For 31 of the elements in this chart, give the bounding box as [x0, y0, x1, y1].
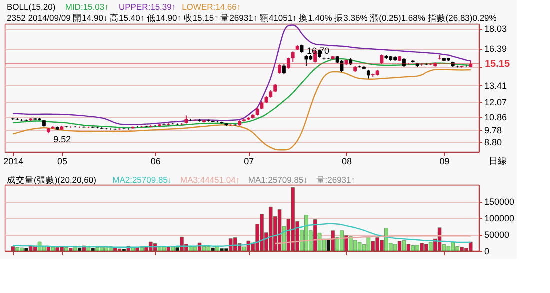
chart-subtitle: 2352 2014/09/09 開14.90↓ 高15.40↑ 低14.90↑ 收15.15↑ 量26931↑ 額41051↑ 換1.40% 振3.36% 漲(0.25)1.68% 指數(26.83)0.29% [7, 13, 498, 23]
chart-title: 成交量(張數)(20,20,60) [7, 175, 97, 185]
ref-line-label: 15.15 [485, 59, 510, 70]
text: MA1:25709.85↓ [248, 175, 308, 185]
text: MA3:44451.04↑ [180, 175, 240, 185]
y-tick-label: 8.80 [484, 138, 502, 148]
y-tick-label: 12.07 [484, 97, 508, 108]
y-tick-label: 10.86 [484, 112, 508, 122]
y-tick-label: 18.03 [484, 24, 508, 34]
y-tick-label: 50000 [484, 230, 510, 240]
x-tick-label: 05 [57, 156, 68, 166]
x-tick-label: 08 [342, 156, 352, 166]
x-tick-label: 09 [440, 156, 450, 166]
text: 量:26931↑ [316, 175, 356, 185]
y-tick-label: 150000 [484, 197, 515, 207]
annotation: 9.52 [54, 134, 72, 144]
annotation: 16.70 [307, 46, 330, 56]
x-tick-label: 06 [150, 156, 161, 166]
text: MA2:25709.85↓ [112, 175, 172, 185]
chart-title: BOLL(15,20) [7, 2, 56, 12]
x-axis-title: 日線 [489, 156, 507, 166]
y-tick-label: 16.39 [484, 44, 508, 54]
y-tick-label: 9.78 [484, 126, 502, 136]
y-tick-label: 0 [484, 246, 490, 256]
text: MID:15.03↑ [65, 2, 109, 12]
text: UPPER:15.39↑ [118, 2, 176, 12]
x-tick-label: 07 [244, 156, 254, 166]
x-tick-label: 2014 [4, 156, 24, 166]
y-tick-label: 100000 [484, 214, 515, 224]
y-tick-label: 13.41 [484, 80, 508, 91]
text: LOWER:14.66↑ [182, 2, 242, 12]
